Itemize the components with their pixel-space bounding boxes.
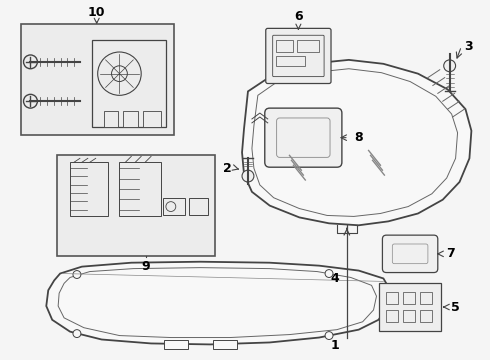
- FancyBboxPatch shape: [276, 40, 294, 52]
- FancyBboxPatch shape: [387, 310, 398, 322]
- FancyBboxPatch shape: [387, 292, 398, 304]
- Circle shape: [73, 330, 81, 338]
- FancyBboxPatch shape: [420, 310, 432, 322]
- Circle shape: [166, 202, 176, 212]
- Text: 4: 4: [330, 272, 339, 285]
- Text: 2: 2: [223, 162, 232, 175]
- FancyBboxPatch shape: [265, 108, 342, 167]
- FancyBboxPatch shape: [189, 198, 208, 215]
- Text: 10: 10: [88, 6, 105, 23]
- Text: 5: 5: [451, 301, 460, 314]
- FancyBboxPatch shape: [392, 244, 428, 264]
- FancyBboxPatch shape: [123, 111, 138, 127]
- Polygon shape: [46, 262, 391, 345]
- FancyBboxPatch shape: [403, 310, 415, 322]
- FancyBboxPatch shape: [272, 35, 324, 77]
- Polygon shape: [242, 60, 471, 225]
- FancyBboxPatch shape: [143, 111, 161, 127]
- FancyBboxPatch shape: [277, 118, 330, 157]
- FancyBboxPatch shape: [382, 235, 438, 273]
- Circle shape: [112, 66, 127, 82]
- Text: 7: 7: [446, 247, 454, 260]
- FancyBboxPatch shape: [266, 28, 331, 84]
- Text: 1: 1: [330, 339, 339, 352]
- Circle shape: [325, 270, 333, 278]
- FancyBboxPatch shape: [57, 156, 215, 256]
- Text: 6: 6: [294, 10, 303, 29]
- FancyBboxPatch shape: [120, 162, 161, 216]
- Circle shape: [24, 55, 37, 69]
- FancyBboxPatch shape: [70, 162, 108, 216]
- Text: 3: 3: [465, 40, 473, 53]
- FancyBboxPatch shape: [403, 292, 415, 304]
- Circle shape: [325, 332, 333, 339]
- Circle shape: [444, 60, 456, 72]
- FancyBboxPatch shape: [164, 339, 188, 349]
- Circle shape: [24, 94, 37, 108]
- FancyBboxPatch shape: [21, 24, 174, 135]
- Text: 9: 9: [142, 260, 150, 273]
- FancyBboxPatch shape: [297, 40, 319, 52]
- FancyBboxPatch shape: [103, 111, 119, 127]
- FancyBboxPatch shape: [420, 292, 432, 304]
- FancyBboxPatch shape: [379, 283, 441, 330]
- FancyBboxPatch shape: [213, 339, 237, 349]
- Text: 8: 8: [355, 131, 364, 144]
- FancyBboxPatch shape: [276, 56, 305, 66]
- Circle shape: [242, 170, 254, 182]
- Circle shape: [73, 271, 81, 278]
- FancyBboxPatch shape: [92, 40, 166, 127]
- FancyBboxPatch shape: [163, 198, 185, 215]
- Circle shape: [98, 52, 141, 95]
